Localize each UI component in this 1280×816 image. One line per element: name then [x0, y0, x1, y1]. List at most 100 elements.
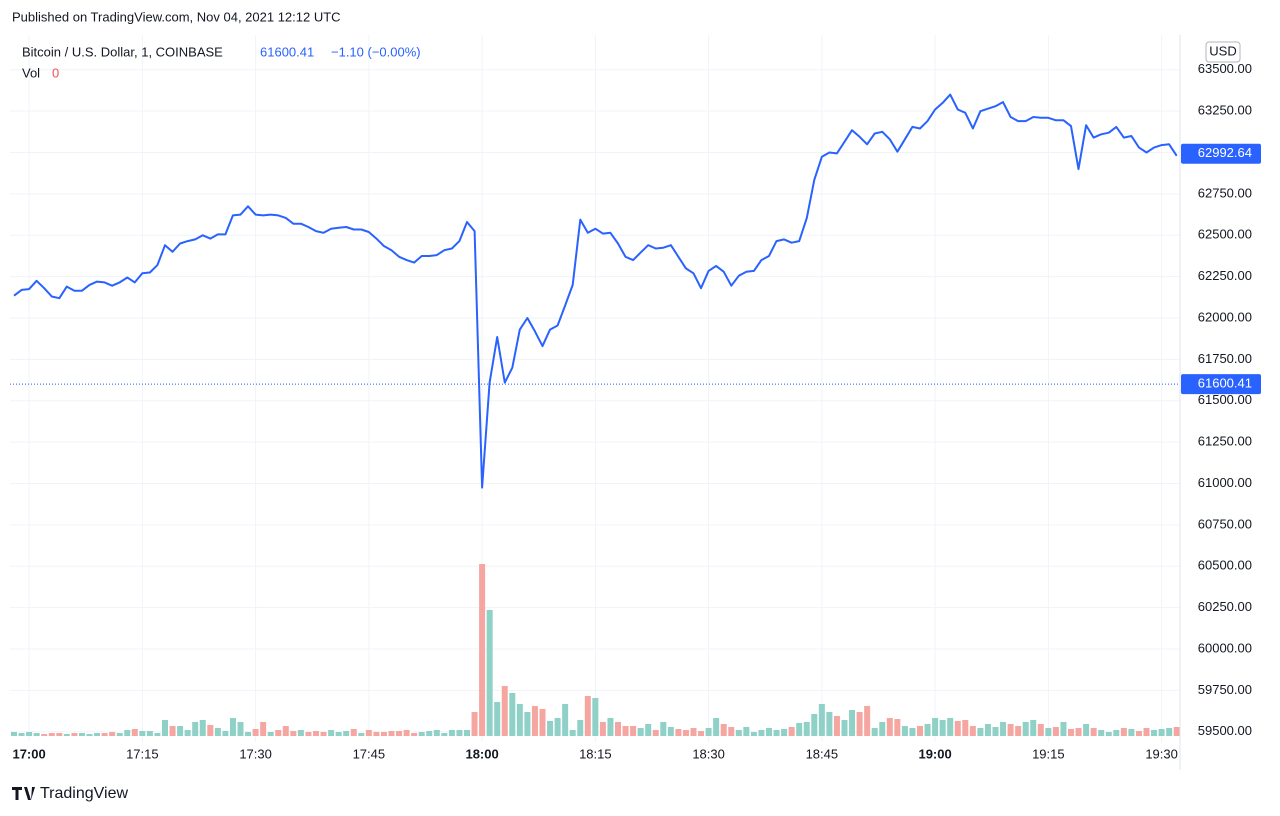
volume-bar: [313, 731, 319, 736]
y-tick-label: 63250.00: [1198, 103, 1252, 118]
volume-bar: [758, 730, 765, 736]
volume-bar: [1098, 730, 1105, 736]
volume-bar: [275, 730, 282, 736]
volume-bar: [992, 727, 999, 736]
volume-bar: [78, 733, 85, 736]
volume-bar: [1173, 727, 1180, 736]
volume-bar: [328, 730, 335, 736]
volume-bar: [131, 729, 138, 736]
volume-bar: [894, 719, 901, 736]
volume-bar: [667, 727, 674, 736]
volume-bar: [924, 724, 931, 736]
volume-bar: [531, 706, 538, 736]
volume-bar: [909, 728, 916, 736]
price-tag-label: 61600.41: [1198, 376, 1252, 391]
y-tick-label: 61750.00: [1198, 351, 1252, 366]
volume-bar: [947, 718, 954, 736]
volume-bar: [652, 730, 659, 736]
y-tick-label: 60750.00: [1198, 516, 1252, 531]
volume-bar: [562, 704, 569, 736]
volume-bar: [811, 714, 818, 736]
x-tick-label: 19:00: [918, 746, 951, 761]
volume-bar: [622, 726, 629, 736]
volume-bar: [1045, 728, 1052, 736]
volume-bar: [207, 725, 214, 736]
volume: [11, 564, 1180, 736]
volume-bar: [177, 726, 184, 736]
volume-bar: [1075, 728, 1082, 736]
x-tick-label: 18:00: [465, 746, 498, 761]
volume-bar: [71, 733, 78, 736]
volume-bar: [365, 730, 372, 736]
y-tick-label: 60000.00: [1198, 640, 1252, 655]
volume-bar: [1015, 726, 1022, 736]
volume-bar: [1068, 729, 1074, 736]
volume-bar: [48, 733, 55, 736]
y-tick-label: 61000.00: [1198, 475, 1252, 490]
logo-text: TradingView: [40, 785, 128, 802]
volume-bar: [539, 709, 546, 736]
volume-bar: [1000, 722, 1007, 736]
y-tick-label: 63500.00: [1198, 61, 1252, 76]
volume-bar: [396, 731, 403, 736]
y-tick-label: 60500.00: [1198, 558, 1252, 573]
volume-bar: [1007, 724, 1014, 736]
volume-bar: [169, 726, 176, 736]
volume-bar: [26, 732, 33, 736]
last-price-tag: [1181, 143, 1261, 164]
volume-bar: [18, 733, 25, 736]
volume-bar: [766, 728, 772, 736]
volume-bar: [358, 733, 365, 736]
volume-bar: [1060, 722, 1067, 736]
x-tick-label: 17:15: [126, 746, 159, 761]
volume-bar: [984, 724, 991, 736]
volume-bar: [743, 727, 750, 736]
volume-bar: [698, 731, 705, 736]
y-tick-label: 62500.00: [1198, 227, 1252, 242]
volume-bar: [660, 722, 667, 736]
x-tick-label: 17:00: [12, 746, 45, 761]
x-tick-label: 17:30: [239, 746, 272, 761]
volume-bar: [1135, 731, 1142, 736]
symbol: Bitcoin / U.S. Dollar, 1, COINBASE: [22, 44, 223, 59]
volume-bar: [433, 730, 440, 736]
currency[interactable]: USD: [1209, 43, 1236, 58]
x-tick-label: 18:30: [692, 746, 725, 761]
volume-bar: [297, 730, 304, 736]
volume-bar: [335, 732, 342, 736]
volume-bar: [826, 712, 833, 736]
volume-bar: [969, 726, 976, 736]
volume-bar: [464, 730, 470, 736]
volume-bar: [962, 720, 969, 736]
volume-bar: [977, 728, 984, 736]
volume-bar: [486, 610, 493, 736]
currency-box[interactable]: [1205, 41, 1241, 63]
x-tick-label: 19:30: [1145, 746, 1178, 761]
volume-bar: [781, 729, 788, 736]
volume-bar: [871, 728, 878, 736]
volume-bar: [803, 722, 810, 736]
volume-bar: [124, 730, 131, 736]
volume-bar: [1166, 728, 1173, 736]
volume-bar: [1105, 732, 1112, 736]
volume-bar: [1037, 724, 1044, 736]
volume-bar: [630, 726, 637, 736]
volume-bar: [41, 734, 48, 736]
volume-bar: [1030, 720, 1037, 736]
volume-bar: [267, 732, 274, 736]
volume-bar: [146, 731, 153, 736]
volume-bar: [101, 733, 108, 736]
volume-bar: [1022, 722, 1029, 736]
volume-bar: [245, 732, 252, 736]
volume-bar: [494, 702, 501, 736]
y-tick-label: 59750.00: [1198, 682, 1252, 697]
y-tick-label: 59500.00: [1198, 723, 1252, 738]
volume-label: Vol: [22, 65, 40, 80]
volume-bar: [479, 564, 486, 736]
x-tick-label: 18:15: [579, 746, 612, 761]
volume-bar: [1151, 730, 1158, 736]
volume-bar: [607, 718, 614, 736]
volume-bar: [229, 718, 236, 736]
volume-bar: [849, 710, 856, 736]
volume-bar: [554, 718, 561, 736]
